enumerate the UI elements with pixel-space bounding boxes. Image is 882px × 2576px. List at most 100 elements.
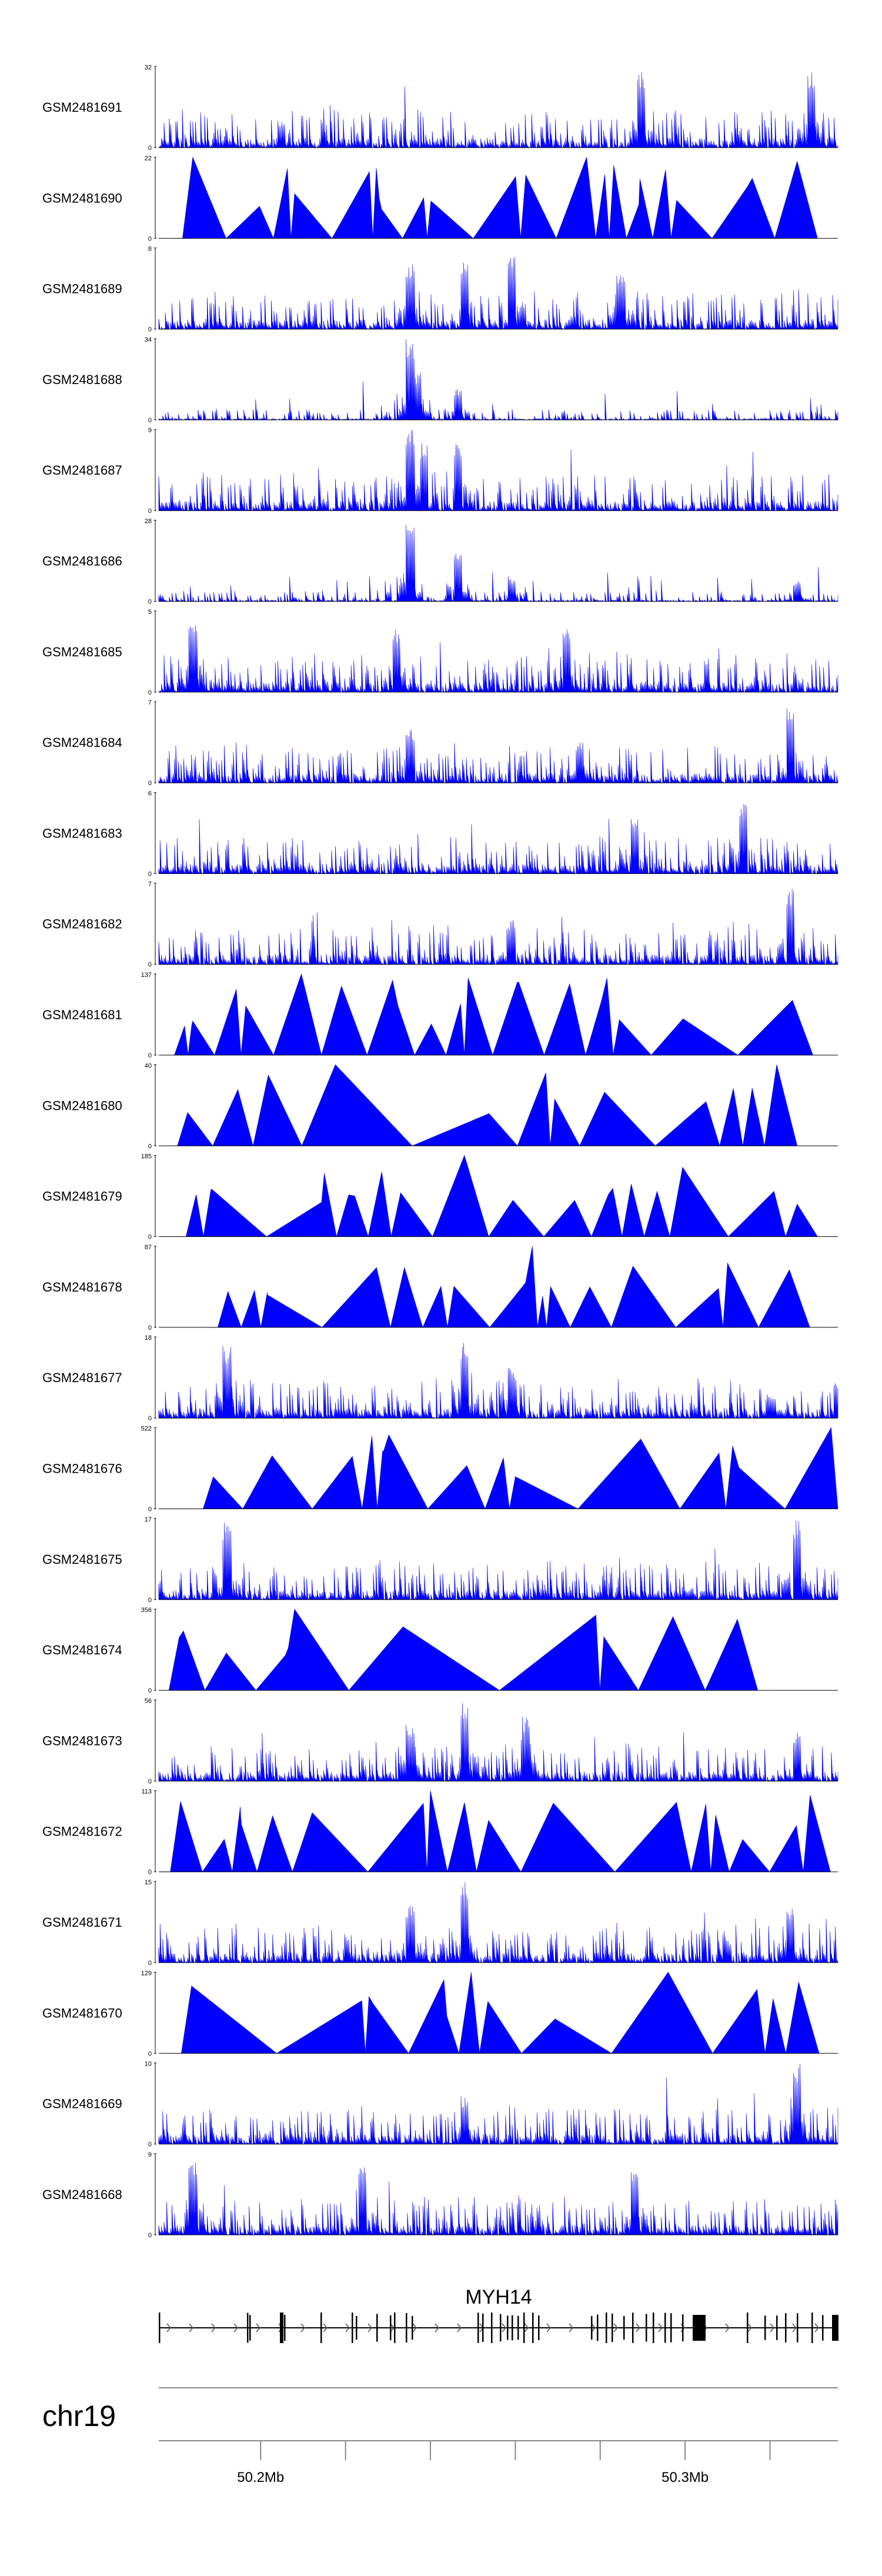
strand-arrow-icon	[368, 2323, 373, 2333]
signal-track: GSM2481679 185 0	[42, 1153, 838, 1241]
track-ymax-label: 22	[145, 155, 152, 162]
strand-arrow-icon	[747, 2323, 753, 2333]
strand-arrow-icon	[166, 2323, 172, 2333]
track-ymax-label: 185	[141, 1153, 152, 1160]
signal-area	[158, 429, 838, 512]
track-label: GSM2481681	[42, 1007, 122, 1022]
track-label: GSM2481673	[42, 1733, 122, 1748]
signal-area	[158, 525, 838, 602]
signal-area	[158, 72, 838, 149]
track-label: GSM2481678	[42, 1280, 122, 1294]
track-ymax-label: 56	[145, 1697, 152, 1704]
axis-tick-label: 50.2Mb	[237, 2470, 284, 2485]
gene-exon	[682, 2314, 684, 2341]
track-ymin-label: 0	[148, 2232, 152, 2239]
track-ymin-label: 0	[148, 235, 152, 242]
gene-exon	[523, 2313, 525, 2343]
track-ymax-label: 522	[141, 1426, 152, 1433]
track-ymin-label: 0	[148, 1324, 152, 1332]
track-ymax-label: 17	[145, 1516, 152, 1523]
track-ymax-label: 9	[148, 2151, 152, 2158]
signal-track: GSM2481681 137 0	[42, 972, 838, 1059]
track-ymax-label: 18	[145, 1334, 152, 1342]
track-label: GSM2481683	[42, 826, 122, 840]
track-label: GSM2481688	[42, 372, 122, 387]
track-label: GSM2481691	[42, 100, 122, 115]
signal-track: GSM2481675 17 0	[42, 1516, 838, 1604]
track-ymax-label: 7	[148, 881, 152, 888]
track-ymax-label: 40	[145, 1062, 152, 1069]
gene-exon	[352, 2313, 353, 2343]
gene-exon	[785, 2313, 787, 2343]
gene-exon	[538, 2315, 540, 2341]
gene-exon	[653, 2313, 654, 2343]
track-ymin-label: 0	[148, 1869, 152, 1876]
gene-exon	[482, 2313, 484, 2343]
track-ymin-label: 0	[148, 1687, 152, 1694]
track-ymax-label: 87	[145, 1244, 152, 1251]
gene-track: MYH14	[159, 2286, 838, 2343]
signal-area	[158, 1520, 838, 1600]
track-label: GSM2481677	[42, 1370, 122, 1385]
signal-track: GSM2481683 6 0	[42, 790, 838, 877]
track-ymin-label: 0	[148, 1415, 152, 1422]
track-ymax-label: 137	[141, 972, 152, 979]
gene-utr-block	[832, 2315, 838, 2341]
gene-exon	[591, 2315, 593, 2340]
signal-track: GSM2481673 56 0	[42, 1697, 838, 1785]
track-ymax-label: 129	[141, 1970, 152, 1977]
signal-track: GSM2481688 34 0	[42, 336, 838, 424]
gene-exon	[406, 2313, 407, 2343]
signal-area	[164, 973, 813, 1056]
signal-track: GSM2481676 522 0	[42, 1426, 838, 1513]
gene-exon	[412, 2315, 413, 2340]
track-ymin-label: 0	[148, 1597, 152, 1604]
strand-arrow-icon	[323, 2323, 328, 2333]
gene-exon	[532, 2313, 534, 2343]
track-ymax-label: 8	[148, 246, 152, 253]
gene-exon	[612, 2313, 613, 2343]
signal-area	[158, 1703, 838, 1782]
gene-exon	[764, 2315, 766, 2340]
gene-exon	[356, 2315, 358, 2340]
track-ymax-label: 9	[148, 427, 152, 434]
track-ymin-label: 0	[148, 417, 152, 424]
strand-arrow-icon	[546, 2323, 552, 2333]
track-ymax-label: 5	[148, 609, 152, 616]
gene-exon	[390, 2315, 392, 2341]
track-label: GSM2481689	[42, 282, 122, 296]
track-label: GSM2481684	[42, 735, 122, 750]
gene-exon	[632, 2313, 634, 2343]
track-label: GSM2481686	[42, 554, 122, 569]
gene-exon	[776, 2315, 778, 2340]
signal-area	[158, 708, 838, 784]
gene-exon	[284, 2314, 286, 2341]
strand-arrow-icon	[256, 2323, 261, 2333]
gene-exon	[376, 2314, 378, 2342]
strand-arrow-icon	[502, 2323, 507, 2333]
gene-exon	[623, 2315, 625, 2340]
gene-exon	[512, 2315, 513, 2341]
gene-exon	[500, 2314, 502, 2342]
track-ymin-label: 0	[148, 1143, 152, 1150]
gene-exon	[249, 2315, 251, 2341]
signal-track: GSM2481678 87 0	[42, 1244, 838, 1332]
signal-area	[176, 1154, 818, 1237]
strand-arrow-icon	[189, 2323, 194, 2333]
track-label: GSM2481690	[42, 191, 122, 205]
signal-area	[158, 256, 838, 330]
strand-arrow-icon	[412, 2323, 417, 2333]
track-label: GSM2481668	[42, 2187, 122, 2202]
gene-exon	[597, 2314, 599, 2341]
gene-exon	[507, 2315, 509, 2340]
track-label: GSM2481679	[42, 1189, 122, 1204]
signal-track: GSM2481685 5 0	[42, 609, 838, 696]
gene-exon	[491, 2313, 493, 2343]
track-ymin-label: 0	[148, 1778, 152, 1785]
signal-track: GSM2481691 32 0	[42, 64, 838, 152]
signal-tracks: GSM2481691320GSM2481690220GSM248168980GS…	[42, 64, 838, 2239]
track-ymin-label: 0	[148, 2141, 152, 2148]
signal-track: GSM2481668 9 0	[42, 2151, 838, 2239]
track-label: GSM2481682	[42, 917, 122, 932]
